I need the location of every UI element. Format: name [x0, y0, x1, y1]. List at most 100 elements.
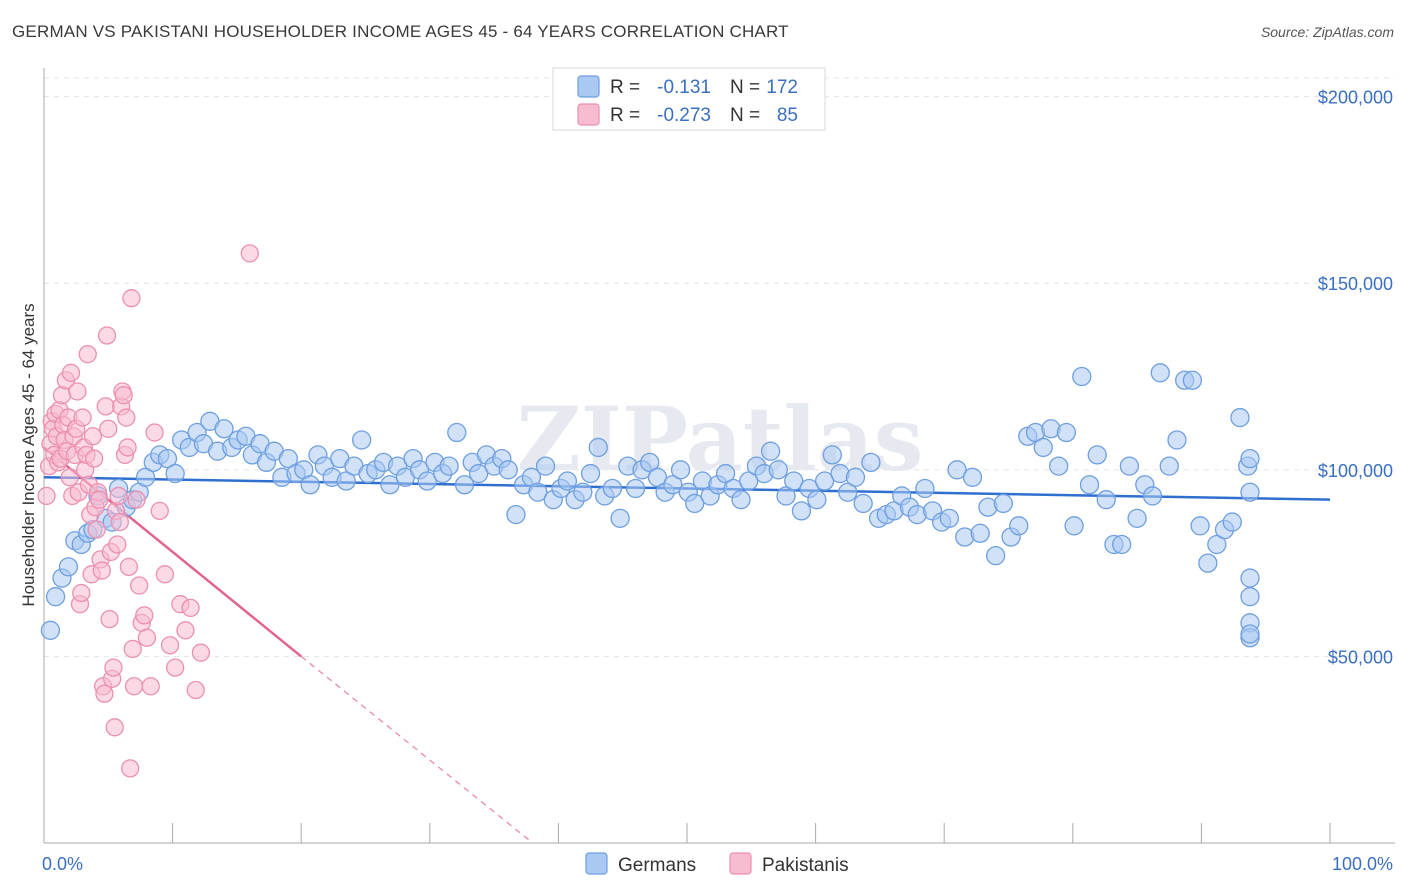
data-point	[853, 493, 873, 514]
data-point	[58, 557, 79, 577]
data-point	[625, 478, 646, 499]
data-point	[1182, 370, 1203, 390]
bottom-legend-swatch	[585, 852, 608, 875]
data-point	[670, 460, 691, 480]
bottom-legend: Germans Pakistanis	[585, 852, 849, 876]
data-point	[838, 482, 858, 502]
data-point	[1198, 553, 1218, 573]
data-point	[124, 677, 144, 696]
bottom-legend-label: Germans	[618, 855, 696, 876]
data-point	[861, 452, 881, 473]
data-point	[122, 289, 141, 308]
data-point	[970, 523, 990, 543]
data-point	[1087, 445, 1107, 465]
data-point	[498, 460, 518, 480]
data-point	[121, 759, 140, 778]
legend-swatch	[577, 103, 600, 126]
data-point	[1167, 430, 1187, 450]
data-point	[97, 326, 117, 345]
data-point	[1079, 475, 1100, 495]
data-point	[135, 467, 156, 487]
x-tick-labels: 0.0% 100.0%	[42, 854, 1393, 874]
data-point	[814, 471, 835, 491]
grid-lines	[44, 77, 1395, 657]
data-point	[300, 475, 320, 495]
data-point	[528, 482, 548, 502]
data-point	[240, 244, 259, 263]
data-point	[114, 386, 133, 405]
data-point	[135, 606, 154, 625]
data-point	[822, 445, 842, 465]
data-point	[602, 478, 623, 499]
data-point	[1240, 624, 1260, 644]
data-point	[40, 620, 61, 640]
data-point	[336, 471, 356, 491]
data-point	[99, 419, 118, 438]
data-point	[715, 463, 736, 484]
data-point	[141, 677, 160, 696]
data-point	[1159, 456, 1179, 476]
data-point	[1150, 363, 1170, 383]
legend-n-value: 85	[777, 105, 798, 126]
data-point	[784, 471, 804, 491]
data-point	[127, 490, 146, 509]
y-axis-title: Householder Income Ages 45 - 64 years	[19, 303, 38, 606]
data-point	[166, 658, 185, 677]
data-point	[760, 441, 781, 461]
chart-title: GERMAN VS PAKISTANI HOUSEHOLDER INCOME A…	[12, 22, 789, 41]
data-point	[939, 508, 959, 528]
data-point	[663, 475, 683, 495]
trend-line-extended-pakistanis	[300, 655, 534, 844]
data-point	[85, 449, 104, 468]
data-point	[1127, 508, 1147, 528]
data-point	[105, 718, 124, 737]
data-point	[776, 486, 796, 506]
data-point	[108, 535, 127, 554]
data-points	[37, 244, 1260, 778]
y-tick-labels: $50,000 $100,000 $150,000 $200,000	[1318, 88, 1393, 668]
axes	[43, 68, 1395, 844]
bottom-legend-label: Pakistanis	[762, 855, 849, 876]
data-point	[130, 576, 149, 595]
x-tick-label: 0.0%	[42, 854, 83, 874]
data-point	[1072, 366, 1092, 387]
data-point	[118, 438, 137, 457]
data-point	[1240, 482, 1260, 502]
data-point	[469, 463, 489, 484]
data-point	[214, 419, 234, 439]
data-point	[150, 501, 169, 521]
data-point	[95, 684, 114, 703]
data-point	[92, 561, 112, 580]
legend: R = -0.131 N = 172 R = -0.273 N = 85	[552, 67, 826, 131]
data-point	[557, 471, 578, 491]
data-point	[739, 471, 759, 491]
data-point	[45, 587, 66, 607]
data-point	[1049, 456, 1069, 476]
data-point	[1222, 512, 1242, 532]
data-point	[993, 493, 1014, 514]
data-point	[73, 408, 92, 427]
data-point	[1009, 516, 1029, 536]
data-point	[610, 508, 630, 528]
data-point	[454, 475, 475, 495]
data-point	[1240, 448, 1260, 469]
data-point	[145, 423, 164, 442]
y-tick-label: $200,000	[1318, 88, 1393, 108]
legend-r-label: R =	[610, 105, 640, 126]
data-point	[1207, 534, 1227, 555]
data-point	[947, 460, 967, 480]
series-pakistanis	[37, 244, 259, 778]
data-point	[137, 628, 157, 647]
x-tick-label: 100.0%	[1332, 854, 1393, 874]
data-point	[61, 363, 81, 382]
data-point	[1240, 568, 1260, 588]
data-point	[640, 452, 660, 473]
data-point	[117, 408, 136, 427]
data-point	[573, 482, 593, 502]
data-point	[1096, 490, 1116, 510]
data-point	[1142, 486, 1163, 506]
data-point	[447, 422, 467, 443]
data-point	[1230, 407, 1250, 428]
data-point	[1064, 516, 1084, 536]
